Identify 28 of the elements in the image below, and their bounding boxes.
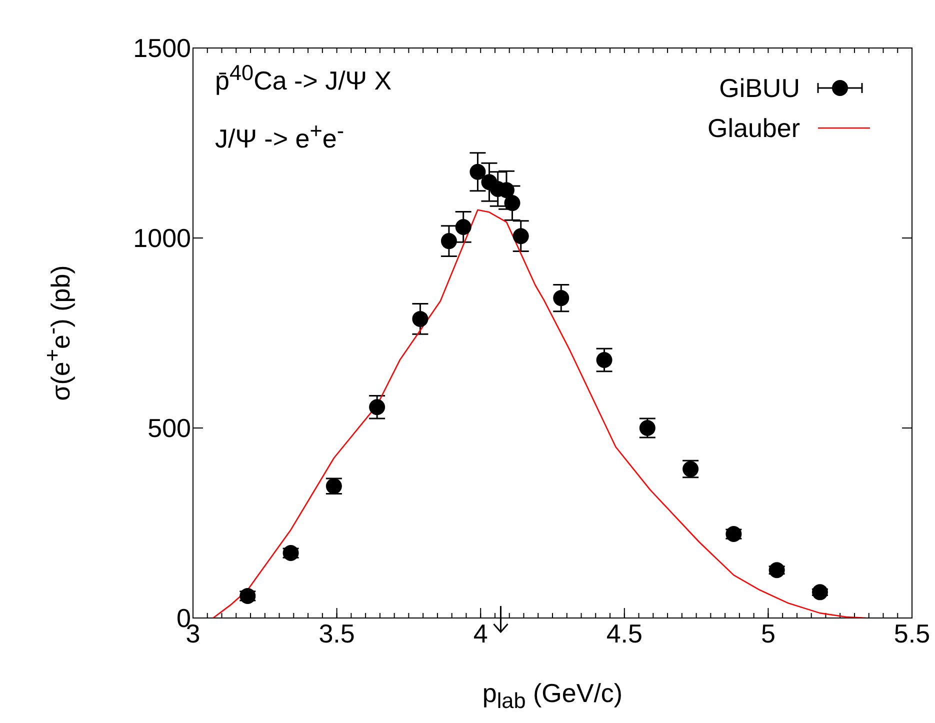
x-axis-title: p$_{lab}$ (GeV/c) xyxy=(481,678,624,714)
point xyxy=(440,233,457,250)
x-tick-label: 3.5 xyxy=(318,618,355,648)
annotation: J/Ψ -> e$^{+}$e$^{-}$ xyxy=(215,118,344,155)
point xyxy=(553,290,570,306)
x-tick-label: 5 xyxy=(760,618,776,648)
legend-label: Glauber xyxy=(708,112,800,144)
x-tick-label: 5.5 xyxy=(894,618,930,648)
y-tick-label: 1500 xyxy=(133,33,191,64)
point xyxy=(470,164,486,180)
point xyxy=(455,218,472,235)
annotation: p̄$^{40}$Ca -> J/Ψ X xyxy=(215,60,392,97)
point xyxy=(412,310,428,327)
point xyxy=(768,562,785,578)
line-series xyxy=(212,209,867,618)
point xyxy=(504,195,520,212)
x-tick-label: 4 xyxy=(473,618,488,648)
x-tick-label: 4.5 xyxy=(606,618,642,648)
point xyxy=(726,526,742,542)
point xyxy=(240,588,256,604)
point xyxy=(812,584,828,600)
point xyxy=(512,228,529,244)
y-tick-label: 1000 xyxy=(133,223,191,254)
legend-label: GiBUU xyxy=(719,72,800,104)
point xyxy=(369,399,386,416)
y-tick-label: 500 xyxy=(148,413,191,444)
point xyxy=(282,545,299,562)
point xyxy=(596,352,612,368)
